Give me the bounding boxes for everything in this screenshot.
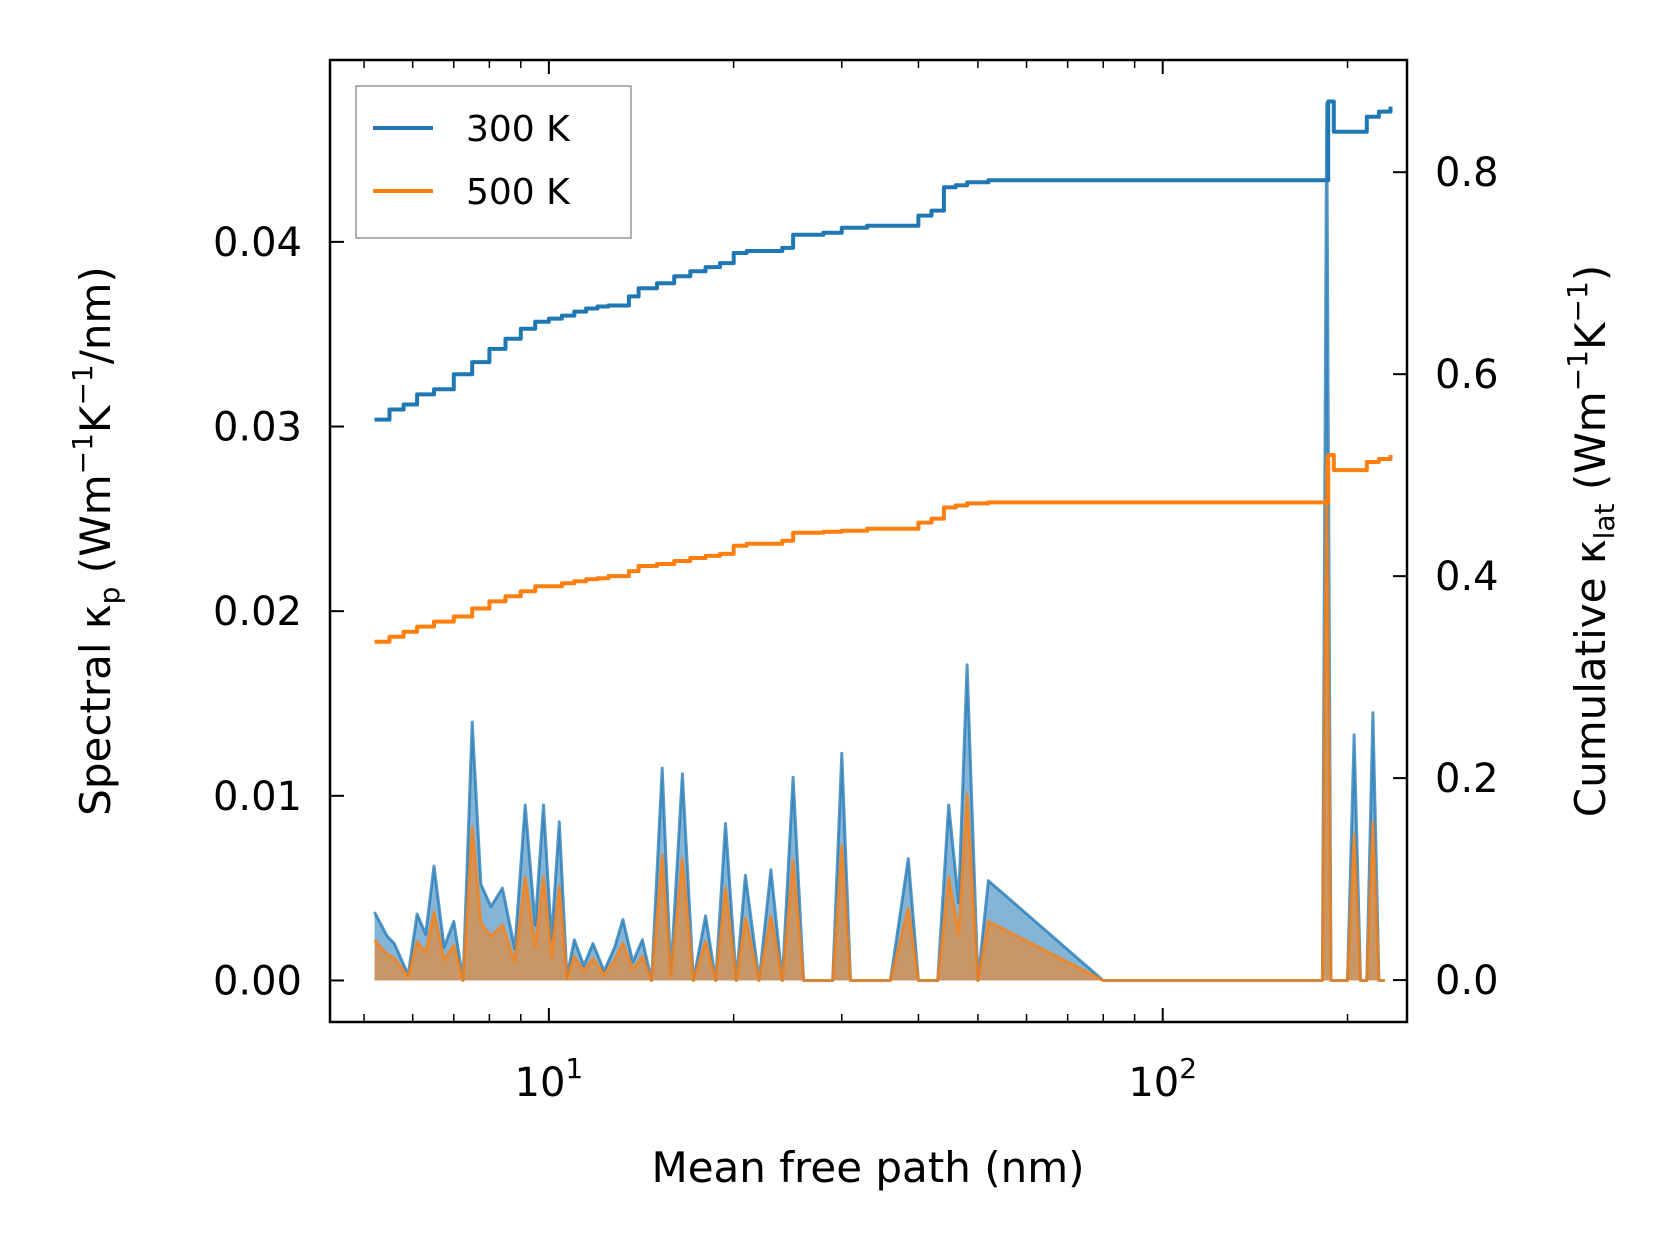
y-left-tick-label: 0.03 — [213, 405, 302, 451]
legend-label-500k: 500 K — [466, 172, 571, 213]
y-right-tick-label: 0.8 — [1435, 150, 1499, 196]
y-axis-right-title: Cumulative κlat (Wm−1K−1) — [1561, 265, 1621, 817]
x-axis-title: Mean free path (nm) — [651, 1143, 1084, 1192]
y-right-tick-label: 0.2 — [1435, 756, 1499, 802]
legend-label-300k: 300 K — [466, 109, 571, 150]
legend-box — [355, 85, 632, 239]
y-right-tick-label: 0.6 — [1435, 352, 1499, 398]
y-left-tick-label: 0.00 — [213, 958, 302, 1004]
cumulative-series-layer — [374, 99, 1393, 644]
y-right-tick-label: 0.4 — [1435, 554, 1499, 600]
plot-frame — [328, 58, 1409, 1024]
legend: 300 K 500 K — [355, 85, 632, 239]
x-tick-label: 101 — [515, 1052, 584, 1106]
cumulative-line-500k — [374, 453, 1393, 644]
ticks-layer: 0.00 0.01 0.02 0.03 0.04 0.0 0.2 0.4 0.6 0.8 101 10… — [213, 60, 1499, 1106]
spectral-area-500k-line — [373, 456, 1385, 982]
x-tick-label: 102 — [1128, 1052, 1197, 1106]
y-left-tick-label: 0.04 — [213, 220, 302, 266]
spectral-series-layer — [373, 101, 1385, 982]
y-right-tick-label: 0.0 — [1435, 958, 1499, 1004]
cumulative-line-300k — [374, 99, 1393, 422]
y-left-tick-label: 0.01 — [213, 774, 302, 820]
y-axis-left-title: Spectral κp (Wm−1K−1/nm) — [66, 266, 126, 816]
spectral-area-500k-fill — [374, 457, 1385, 981]
y-left-tick-label: 0.02 — [213, 589, 302, 635]
